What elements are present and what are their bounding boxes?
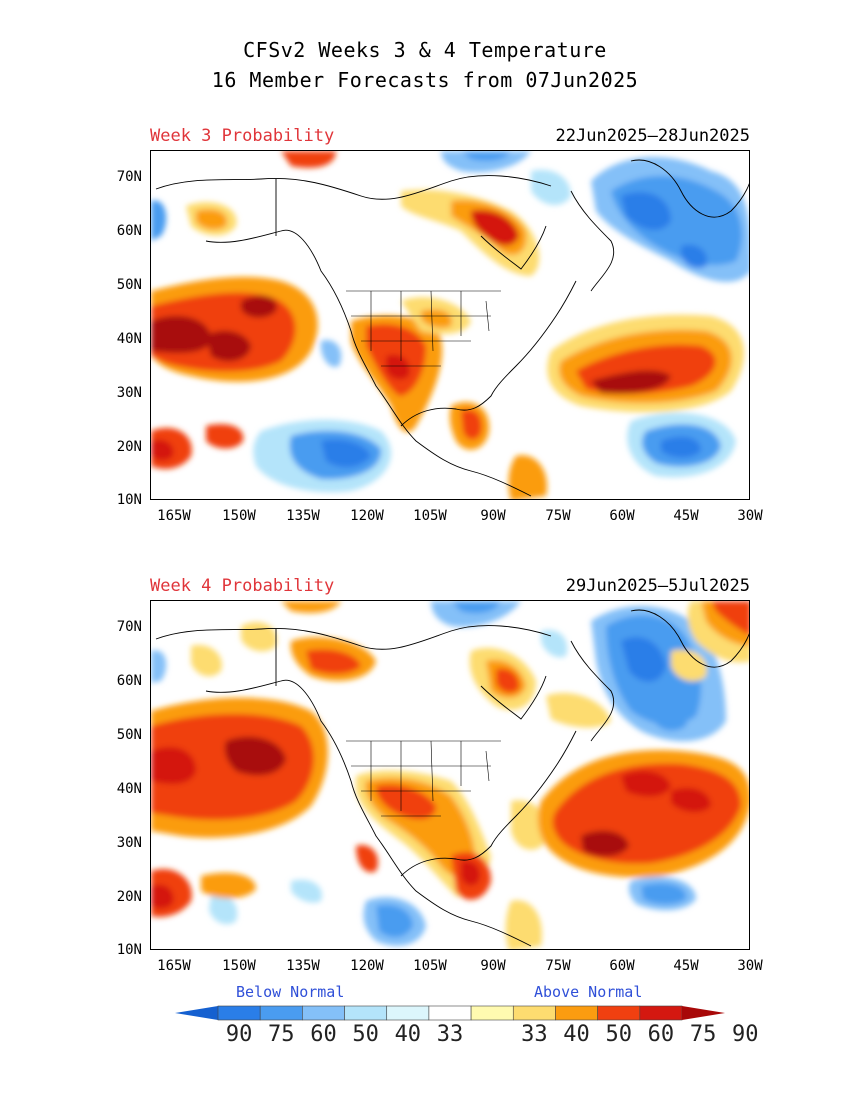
legend-swatch	[597, 1005, 641, 1021]
legend-value: 90	[732, 1022, 759, 1047]
legend-swatch	[555, 1005, 598, 1021]
lat-label-60n: 60N	[116, 673, 142, 689]
week3-dates: 22Jun2025—28Jun2025	[555, 126, 750, 146]
legend-value: 60	[647, 1022, 675, 1047]
lon-label-90w: 90W	[480, 508, 506, 524]
week3-map-image	[151, 151, 749, 499]
week4-map	[150, 600, 750, 950]
week4-dates: 29Jun2025—5Jul2025	[565, 576, 750, 596]
legend-swatch	[639, 1005, 683, 1021]
lon-label-75w: 75W	[545, 508, 571, 524]
lat-label-30n: 30N	[116, 835, 142, 851]
lon-label-60w: 60W	[609, 508, 635, 524]
lat-label-20n: 20N	[116, 439, 142, 455]
legend-swatch	[512, 1005, 556, 1021]
legend-value: 75	[689, 1022, 717, 1047]
lat-label-60n: 60N	[116, 223, 142, 239]
legend-swatch	[428, 1005, 472, 1021]
lon-label-90w: 90W	[480, 958, 506, 974]
lat-label-20n: 20N	[116, 889, 142, 905]
legend-value: 90	[225, 1022, 253, 1047]
lon-label-135w: 135W	[286, 958, 320, 974]
lon-label-60w: 60W	[609, 958, 635, 974]
legend-arrow-left	[175, 1006, 218, 1020]
legend-below-label: Below Normal	[236, 983, 345, 1001]
lon-label-165w: 165W	[157, 958, 191, 974]
lon-label-45w: 45W	[673, 508, 699, 524]
legend-value: 60	[310, 1022, 337, 1047]
lat-label-50n: 50N	[116, 277, 142, 293]
legend-value: 50	[605, 1022, 632, 1047]
lat-label-70n: 70N	[116, 169, 142, 185]
legend-arrow-right	[682, 1006, 725, 1020]
lon-label-105w: 105W	[413, 958, 447, 974]
lon-label-150w: 150W	[222, 508, 256, 524]
legend-value: 40	[563, 1022, 590, 1047]
legend-swatch	[259, 1005, 303, 1021]
legend-swatch	[386, 1005, 430, 1021]
lat-label-50n: 50N	[116, 727, 142, 743]
lon-label-30w: 30W	[737, 508, 763, 524]
lat-label-30n: 30N	[116, 385, 142, 401]
lat-label-10n: 10N	[116, 492, 142, 508]
lat-label-40n: 40N	[116, 331, 142, 347]
lon-label-45w: 45W	[673, 958, 699, 974]
legend-value: 33	[436, 1022, 464, 1047]
week3-map	[150, 150, 750, 500]
legend-value: 50	[352, 1022, 379, 1047]
lon-label-135w: 135W	[286, 508, 320, 524]
legend-swatch	[344, 1005, 388, 1021]
legend-above-label: Above Normal	[534, 983, 643, 1001]
legend-value: 40	[394, 1022, 422, 1047]
legend-value: 75	[268, 1022, 295, 1047]
title-line-1: CFSv2 Weeks 3 & 4 Temperature	[243, 38, 607, 62]
week4-map-image	[151, 601, 749, 949]
legend-swatch	[470, 1005, 514, 1021]
week4-label: Week 4 Probability	[150, 576, 335, 596]
lat-label-40n: 40N	[116, 781, 142, 797]
week3-label: Week 3 Probability	[150, 126, 335, 146]
lon-label-105w: 105W	[413, 508, 447, 524]
lat-label-70n: 70N	[116, 619, 142, 635]
legend-swatch	[302, 1005, 345, 1021]
lon-label-30w: 30W	[737, 958, 763, 974]
legend-colorbar	[175, 1005, 725, 1021]
lon-label-75w: 75W	[545, 958, 571, 974]
lon-label-120w: 120W	[350, 958, 384, 974]
legend-value: 33	[521, 1022, 548, 1047]
lon-label-120w: 120W	[350, 508, 384, 524]
legend-swatch	[217, 1005, 261, 1021]
lon-label-150w: 150W	[222, 958, 256, 974]
lon-label-165w: 165W	[157, 508, 191, 524]
lat-label-10n: 10N	[116, 942, 142, 958]
title-line-2: 16 Member Forecasts from 07Jun2025	[211, 68, 639, 92]
